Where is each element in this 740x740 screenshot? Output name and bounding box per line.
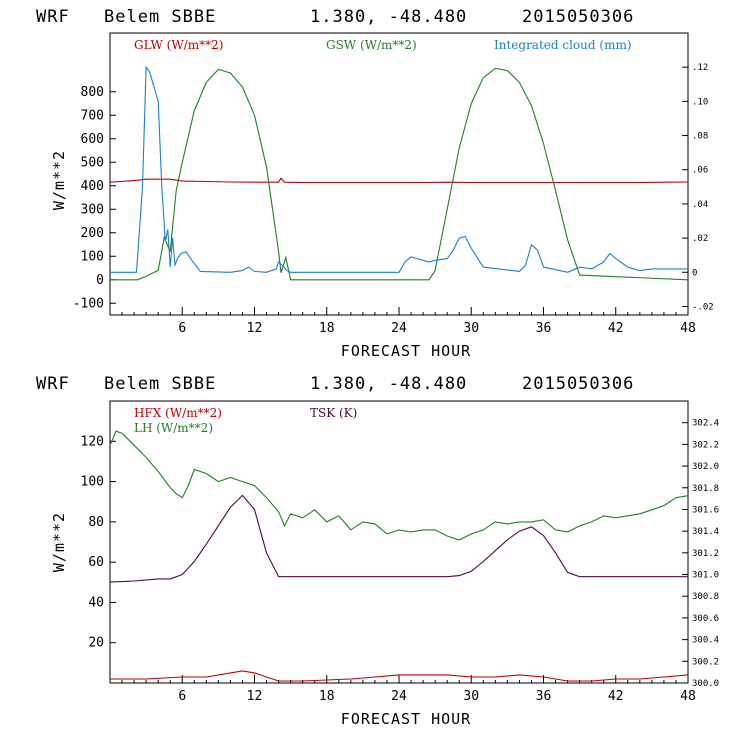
y-tick-label: -100	[73, 296, 104, 311]
x-axis-ticks-top: 6 12 18 24 30 36 42 48	[121, 307, 696, 336]
legend-lh: LH (W/m**2)	[134, 421, 213, 435]
x-axis-label-bottom: FORECAST HOUR	[341, 710, 471, 728]
x-tick-label: 36	[536, 689, 552, 704]
y2-tick-label: .10	[692, 97, 708, 107]
series-line-hfx	[110, 670, 689, 682]
y-tick-label: 20	[88, 636, 104, 651]
y-tick-label: 400	[81, 179, 104, 194]
y2-tick-label: 300.0	[692, 679, 719, 689]
series-line-glw	[109, 177, 689, 184]
y2-tick-label: -.02	[692, 302, 714, 312]
x-tick-label: 6	[178, 321, 186, 336]
y-tick-label: 60	[88, 555, 104, 570]
series-line-tsk	[109, 494, 688, 583]
series-lines-bottom	[109, 430, 689, 682]
legend-gsw: GSW (W/m**2)	[326, 38, 417, 52]
y2-tick-label: 302.2	[692, 440, 719, 450]
header-station: Belem SBBE	[104, 7, 216, 27]
x-tick-label: 24	[391, 321, 407, 336]
x-tick-label: 36	[536, 321, 552, 336]
y-tick-label: 100	[81, 249, 104, 264]
header-model: WRF	[36, 7, 70, 27]
header-model-2: WRF	[36, 374, 70, 394]
left-axis-ticks-bottom: 20 40 60 80 100 120	[81, 434, 116, 651]
y-tick-label: 80	[88, 515, 104, 530]
legend-tsk: TSK (K)	[310, 406, 357, 420]
series-line-gsw	[110, 67, 689, 281]
y-tick-label: 600	[81, 132, 104, 147]
y2-tick-label: .12	[692, 63, 708, 73]
y2-tick-label: 302.0	[692, 462, 719, 472]
y-tick-label: 0	[96, 273, 104, 288]
y2-tick-label: .04	[692, 200, 708, 210]
legend-glw: GLW (W/m**2)	[134, 38, 223, 52]
y2-tick-label: 302.4	[692, 419, 719, 429]
y2-tick-label: 301.8	[692, 484, 719, 494]
y2-tick-label: 300.4	[692, 636, 719, 646]
y-tick-label: 200	[81, 226, 104, 241]
header-station-2: Belem SBBE	[104, 374, 216, 394]
x-tick-label: 24	[391, 689, 407, 704]
header-coords-2: 1.380, -48.480	[310, 374, 467, 394]
y2-tick-label: 0	[692, 268, 697, 278]
series-line-integrated	[110, 65, 688, 273]
y-tick-label: 800	[81, 85, 104, 100]
x-tick-label: 12	[247, 321, 263, 336]
x-tick-label: 42	[608, 321, 624, 336]
y-tick-label: 120	[81, 434, 104, 449]
y2-tick-label: .08	[692, 132, 708, 142]
x-tick-label: 48	[680, 321, 696, 336]
x-axis-label-top: FORECAST HOUR	[341, 342, 471, 360]
legend-integrated-cloud: Integrated cloud (mm)	[494, 38, 632, 52]
header-date: 2015050306	[522, 7, 634, 27]
header-date-2: 2015050306	[522, 374, 634, 394]
x-tick-label: 6	[178, 689, 186, 704]
y2-tick-label: .02	[692, 234, 708, 244]
right-axis-ticks-bottom: 300.0 300.2 300.4 300.6 300.8 301.0 301.2 301.4…	[682, 419, 719, 689]
x-tick-label: 18	[319, 689, 335, 704]
x-tick-label: 42	[608, 689, 624, 704]
y2-tick-label: 301.2	[692, 549, 719, 559]
panel-top: WRF Belem SBBE 1.380, -48.480 2015050306…	[36, 7, 714, 360]
legend-hfx: HFX (W/m**2)	[134, 406, 222, 420]
series-line-lh	[109, 430, 689, 541]
y-axis-label-top: W/m**2	[50, 150, 68, 210]
y-tick-label: 500	[81, 155, 104, 170]
y2-tick-label: .06	[692, 166, 708, 176]
x-tick-label: 12	[247, 689, 263, 704]
x-tick-label: 18	[319, 321, 335, 336]
y2-tick-label: 301.4	[692, 527, 719, 537]
y-tick-label: 100	[81, 475, 104, 490]
y2-tick-label: 300.6	[692, 614, 719, 624]
y-tick-label: 40	[88, 595, 104, 610]
y2-tick-label: 300.2	[692, 657, 719, 667]
y-tick-label: 300	[81, 202, 104, 217]
y-axis-label-bottom: W/m**2	[50, 512, 68, 572]
x-tick-label: 48	[680, 689, 696, 704]
series-lines-top	[109, 65, 689, 281]
y2-tick-label: 301.0	[692, 571, 719, 581]
x-tick-label: 30	[463, 689, 479, 704]
left-axis-ticks-top: -100 0 100 200 300 400 500 600 700 800	[73, 85, 116, 311]
plot-frame-bottom	[109, 400, 689, 684]
header-coords: 1.380, -48.480	[310, 7, 467, 27]
y-tick-label: 700	[81, 108, 104, 123]
y2-tick-label: 301.6	[692, 505, 719, 515]
right-axis-ticks-top: -.02 0 .02 .04 .06 .08 .10 .12	[682, 63, 714, 312]
panel-bottom: WRF Belem SBBE 1.380, -48.480 2015050306…	[36, 374, 719, 728]
y2-tick-label: 300.8	[692, 592, 719, 602]
x-tick-label: 30	[463, 321, 479, 336]
